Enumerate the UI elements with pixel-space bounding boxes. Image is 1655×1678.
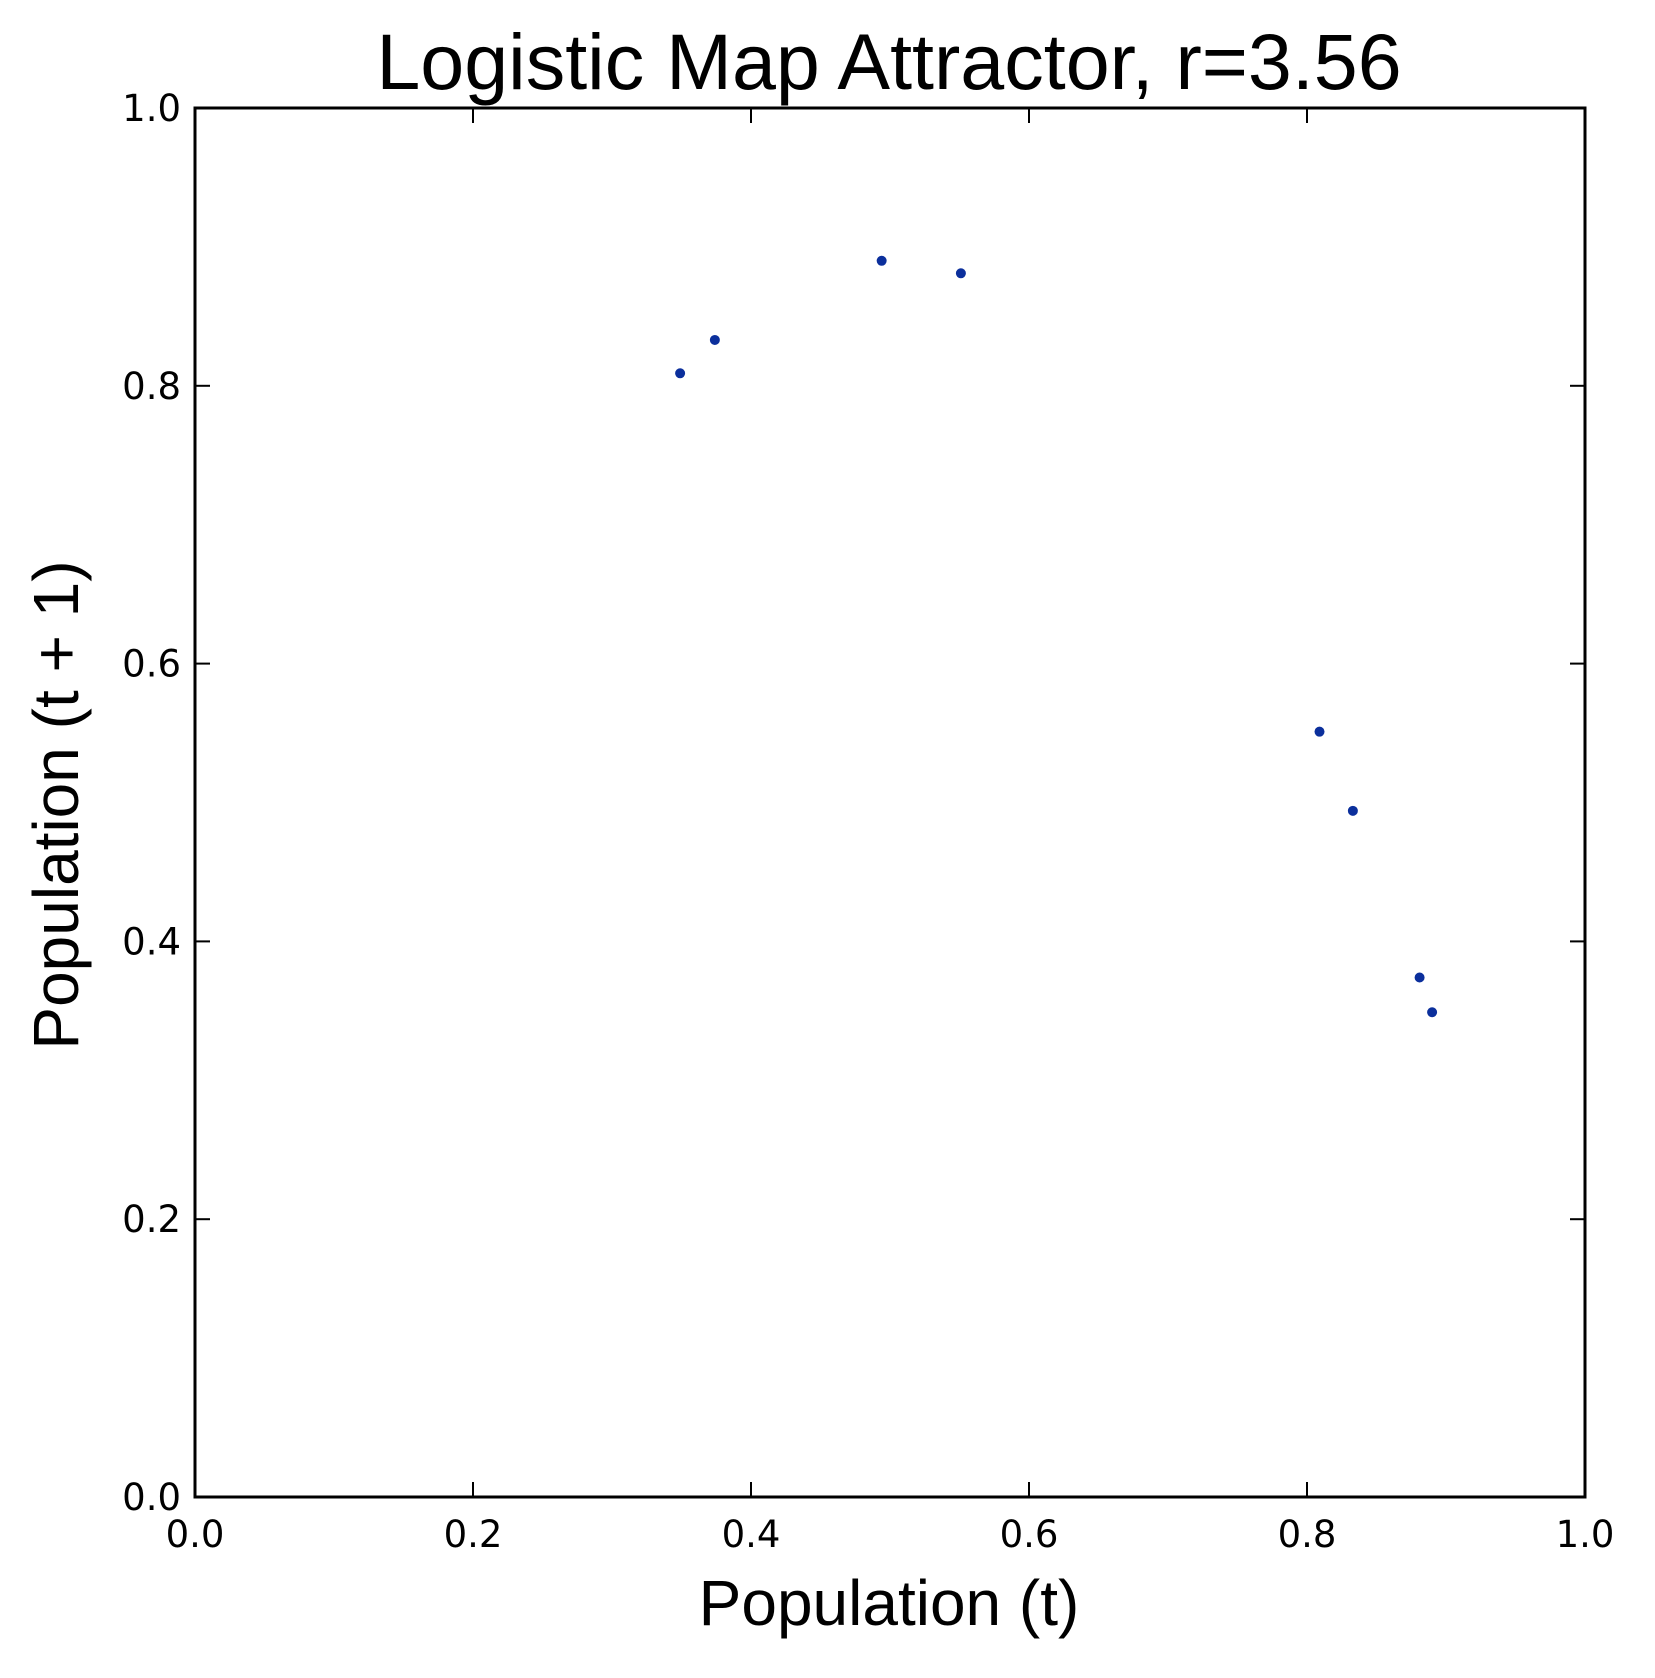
data-point [1347,805,1358,816]
data-point [876,255,887,266]
x-tick-label: 0.4 [722,1513,781,1556]
x-tick-label: 0.2 [444,1513,503,1556]
plot-area-frame [193,106,1587,1499]
data-point [955,268,966,279]
y-tick-label: 0.2 [122,1198,181,1241]
x-axis-label: Population (t) [699,1567,1080,1639]
data-points [675,255,1438,1018]
y-axis-label: Population (t + 1) [20,560,92,1049]
x-tick-labels: 0.0 0.2 0.4 0.6 0.8 1.0 [166,1513,1615,1556]
x-tick-label: 0.0 [166,1513,225,1556]
x-tick-label: 0.8 [1278,1513,1337,1556]
y-tick-label: 0.0 [122,1476,181,1519]
y-tick-label: 0.6 [122,643,181,686]
data-point [1414,972,1425,983]
data-point [709,334,720,345]
chart-title: Logistic Map Attractor, r=3.56 [376,17,1401,106]
data-point [1427,1007,1438,1018]
data-point [1314,726,1325,737]
x-tick-label: 1.0 [1556,1513,1615,1556]
y-tick-label: 1.0 [122,87,181,130]
data-point [675,368,686,379]
y-tick-label: 0.4 [122,920,181,963]
y-tick-label: 0.8 [122,365,181,408]
x-tick-label: 0.6 [1000,1513,1059,1556]
tick-marks [194,107,1586,1498]
y-tick-labels: 0.0 0.2 0.4 0.6 0.8 1.0 [122,87,181,1519]
